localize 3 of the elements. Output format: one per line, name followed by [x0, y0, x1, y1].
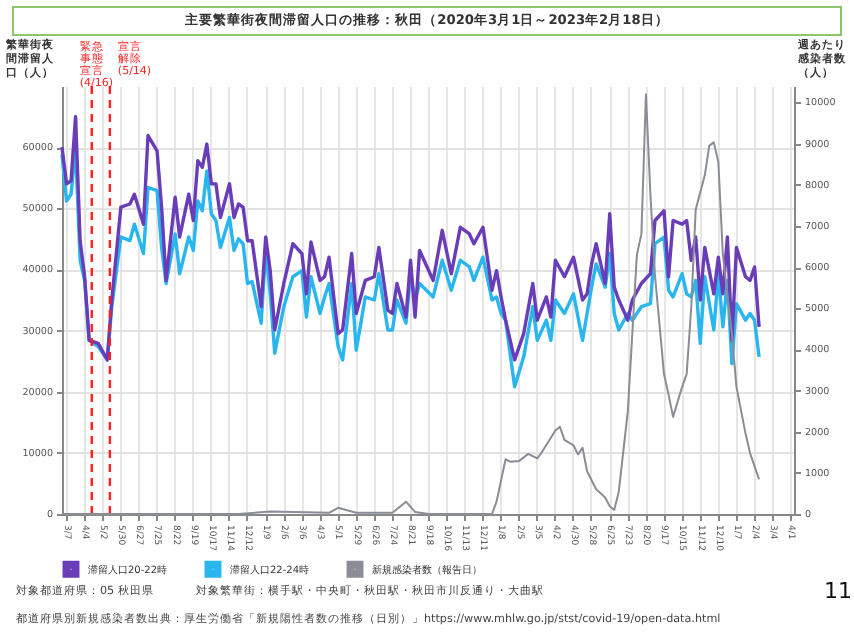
line-series — [61, 93, 761, 515]
line-series — [60, 114, 761, 362]
text: 11 — [824, 578, 852, 604]
